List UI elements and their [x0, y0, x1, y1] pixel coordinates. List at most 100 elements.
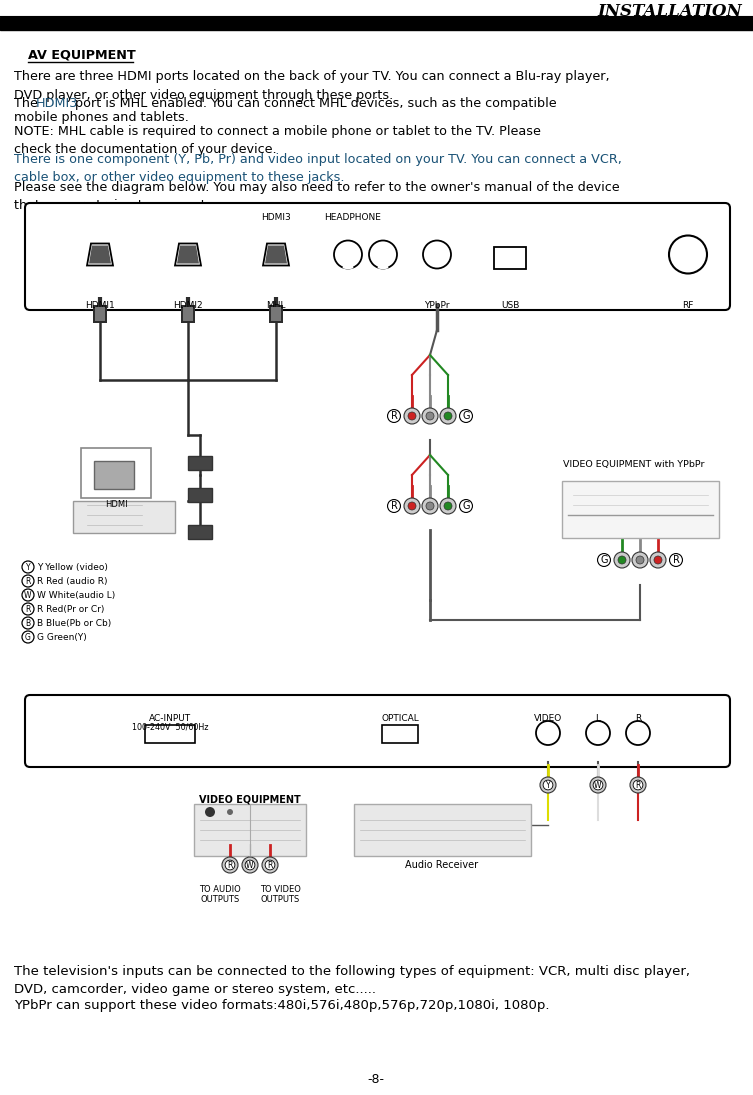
Circle shape: [404, 498, 420, 514]
Circle shape: [586, 721, 610, 745]
Circle shape: [444, 502, 452, 510]
Circle shape: [226, 861, 234, 869]
FancyBboxPatch shape: [181, 306, 195, 323]
FancyBboxPatch shape: [73, 502, 175, 533]
Polygon shape: [263, 243, 289, 265]
Circle shape: [626, 721, 650, 745]
Circle shape: [22, 561, 34, 573]
Circle shape: [408, 502, 416, 510]
Circle shape: [630, 777, 646, 793]
Circle shape: [540, 777, 556, 793]
Bar: [0, 18, 753, 30]
Text: R: R: [391, 411, 398, 420]
Text: B: B: [26, 619, 31, 627]
Text: TO VIDEO
OUTPUTS: TO VIDEO OUTPUTS: [260, 885, 300, 904]
FancyBboxPatch shape: [188, 456, 212, 470]
Circle shape: [369, 241, 397, 268]
Text: Y: Y: [546, 781, 550, 789]
Circle shape: [614, 552, 630, 568]
Text: HDMI: HDMI: [105, 500, 127, 509]
FancyBboxPatch shape: [183, 307, 193, 321]
Text: G: G: [462, 411, 470, 420]
Text: R: R: [672, 555, 679, 565]
Text: G: G: [600, 555, 608, 565]
Circle shape: [246, 861, 254, 869]
Text: MHL: MHL: [267, 301, 285, 310]
Circle shape: [266, 861, 274, 869]
Text: USB: USB: [501, 301, 519, 310]
Text: R: R: [391, 502, 398, 511]
Text: The: The: [14, 97, 42, 110]
FancyBboxPatch shape: [93, 306, 107, 323]
Text: W White(audio L): W White(audio L): [37, 591, 115, 600]
Circle shape: [22, 631, 34, 643]
Text: W: W: [246, 861, 254, 869]
Circle shape: [22, 603, 34, 615]
Circle shape: [440, 498, 456, 514]
Circle shape: [404, 408, 420, 424]
Circle shape: [536, 721, 560, 745]
Text: HEADPHONE: HEADPHONE: [325, 214, 382, 222]
Text: HDMI3: HDMI3: [36, 97, 78, 110]
Circle shape: [426, 502, 434, 510]
Polygon shape: [175, 243, 201, 265]
Text: There is one component (Y, Pb, Pr) and video input located on your TV. You can c: There is one component (Y, Pb, Pr) and v…: [14, 153, 622, 184]
FancyBboxPatch shape: [94, 461, 134, 489]
Wedge shape: [378, 254, 388, 268]
Text: G: G: [462, 502, 470, 511]
FancyBboxPatch shape: [194, 804, 306, 856]
Text: VIDEO EQUIPMENT: VIDEO EQUIPMENT: [199, 795, 301, 805]
Circle shape: [422, 498, 438, 514]
Text: W: W: [594, 781, 602, 789]
Polygon shape: [177, 245, 199, 264]
Text: R: R: [635, 714, 641, 723]
Circle shape: [422, 408, 438, 424]
Circle shape: [426, 412, 434, 420]
FancyBboxPatch shape: [562, 481, 719, 538]
Circle shape: [618, 556, 626, 564]
Text: R Red (audio R): R Red (audio R): [37, 577, 108, 586]
Text: R: R: [26, 576, 31, 586]
Text: TO AUDIO
OUTPUTS: TO AUDIO OUTPUTS: [199, 885, 241, 904]
Circle shape: [205, 807, 215, 817]
Circle shape: [227, 809, 233, 815]
Circle shape: [544, 781, 552, 789]
Text: AC-INPUT: AC-INPUT: [149, 714, 191, 723]
Text: Y Yellow (video): Y Yellow (video): [37, 563, 108, 572]
Circle shape: [22, 589, 34, 601]
Circle shape: [22, 575, 34, 587]
Text: G Green(Y): G Green(Y): [37, 633, 87, 642]
FancyBboxPatch shape: [25, 695, 730, 766]
FancyBboxPatch shape: [145, 725, 195, 744]
Text: YPbPr can support these video formats:480i,576i,480p,576p,720p,1080i, 1080p.: YPbPr can support these video formats:48…: [14, 999, 550, 1012]
Circle shape: [632, 552, 648, 568]
Text: There are three HDMI ports located on the back of your TV. You can connect a Blu: There are three HDMI ports located on th…: [14, 70, 610, 102]
Text: The television's inputs can be connected to the following types of equipment: VC: The television's inputs can be connected…: [14, 965, 690, 996]
Text: R: R: [26, 604, 31, 613]
Circle shape: [594, 781, 602, 789]
Wedge shape: [343, 254, 353, 268]
Text: R Red(Pr or Cr): R Red(Pr or Cr): [37, 606, 105, 614]
Text: 100-240V  50/60Hz: 100-240V 50/60Hz: [132, 723, 209, 731]
Text: AV EQUIPMENT: AV EQUIPMENT: [28, 48, 136, 61]
Circle shape: [654, 556, 662, 564]
Text: VIDEO EQUIPMENT with YPbPr: VIDEO EQUIPMENT with YPbPr: [563, 460, 705, 469]
Circle shape: [444, 412, 452, 420]
FancyBboxPatch shape: [188, 488, 212, 502]
FancyBboxPatch shape: [271, 307, 281, 321]
Text: L: L: [596, 714, 600, 723]
Text: R: R: [227, 861, 233, 869]
Text: Please see the diagram below. You may also need to refer to the owner's manual o: Please see the diagram below. You may al…: [14, 181, 620, 212]
FancyBboxPatch shape: [188, 525, 212, 539]
Text: HDMI1: HDMI1: [85, 301, 115, 310]
Circle shape: [334, 241, 362, 268]
Polygon shape: [87, 243, 113, 265]
Text: R: R: [636, 781, 641, 789]
Text: R: R: [267, 861, 273, 869]
FancyBboxPatch shape: [494, 246, 526, 268]
Text: port is MHL enabled. You can connect MHL devices, such as the compatible: port is MHL enabled. You can connect MHL…: [71, 97, 556, 110]
FancyBboxPatch shape: [269, 306, 283, 323]
Text: HDMI2: HDMI2: [173, 301, 203, 310]
Circle shape: [423, 241, 451, 268]
Circle shape: [669, 235, 707, 274]
